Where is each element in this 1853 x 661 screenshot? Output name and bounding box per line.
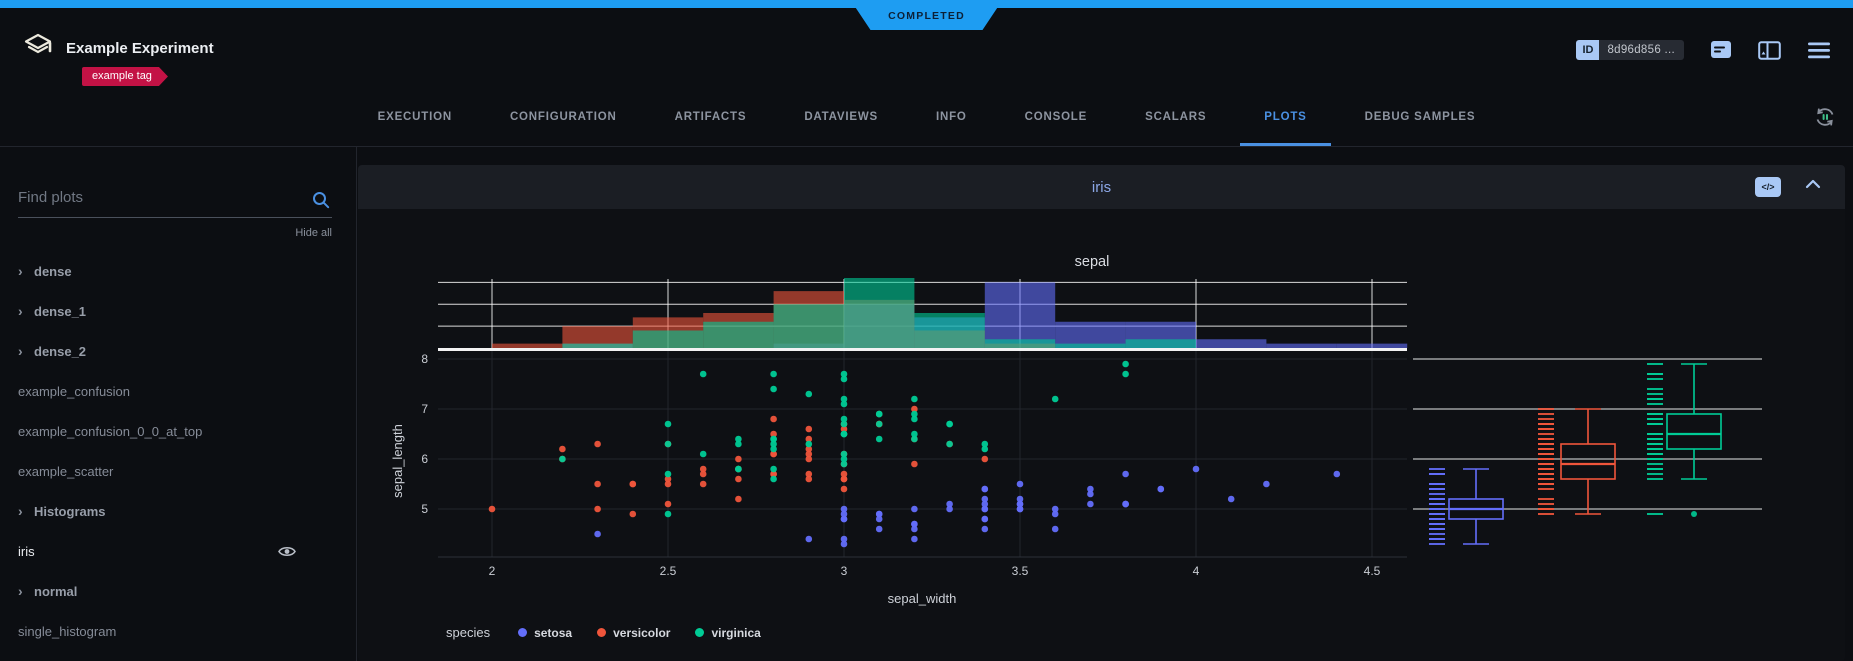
legend-marker-icon — [695, 628, 705, 637]
svg-text:3.5: 3.5 — [1012, 564, 1029, 578]
sidebar-item-label: dense — [34, 263, 72, 279]
sidebar-item-label: normal — [34, 583, 78, 599]
tab-scalars[interactable]: SCALARS — [1145, 111, 1207, 123]
chevron-right-icon[interactable]: › — [18, 263, 23, 279]
svg-text:sepal_width: sepal_width — [888, 591, 957, 606]
eye-icon[interactable] — [278, 545, 296, 558]
sidebar-item-label: iris — [18, 543, 35, 559]
sidebar-item-label: dense_1 — [34, 303, 87, 319]
panel-header: iris </> — [358, 165, 1845, 209]
legend-item-setosa[interactable]: setosa — [518, 626, 572, 640]
chevron-right-icon[interactable]: › — [18, 343, 23, 359]
experiment-tabbar: EXECUTION CONFIGURATION ARTIFACTS DATAVIEWS… — [0, 88, 1853, 147]
svg-text:4: 4 — [1193, 564, 1200, 578]
svg-text:2: 2 — [489, 564, 496, 578]
legend-label: setosa — [534, 625, 573, 640]
search-row — [18, 189, 332, 218]
collapse-panel-icon[interactable] — [1805, 179, 1821, 189]
details-panel-icon[interactable] — [1758, 40, 1781, 60]
sidebar-item-example_confusion_0_0_at_top[interactable]: example_confusion_0_0_at_top — [18, 411, 332, 451]
tab-debug-samples[interactable]: DEBUG SAMPLES — [1364, 111, 1476, 123]
svg-text:8: 8 — [421, 352, 428, 366]
chevron-right-icon[interactable]: › — [18, 303, 23, 319]
search-input[interactable] — [18, 189, 288, 206]
panel-body: sepal 2 2.5 3 3.5 4 4.5 5 6 7 8 sepal_width sepal_le… — [358, 209, 1845, 661]
sidebar-item-label: example_confusion — [18, 383, 131, 399]
chevron-right-icon[interactable]: › — [18, 503, 23, 519]
svg-text:5: 5 — [421, 502, 428, 516]
sidebar-item-label: example_scatter — [18, 463, 114, 479]
tab-dataviews[interactable]: DATAVIEWS — [804, 111, 878, 123]
sidebar-item-dense_2[interactable]: › dense_2 — [18, 331, 332, 371]
iris-figure[interactable]: sepal 2 2.5 3 3.5 4 4.5 5 6 7 8 sepal_width sepal_le… — [358, 209, 1845, 661]
status-badge: COMPLETED — [851, 0, 1003, 30]
experiment-tag[interactable]: example tag — [82, 67, 168, 86]
content: Hide all › dense › dense_1 › dense_2 example_c… — [0, 147, 1853, 661]
legend-item-virginica[interactable]: virginica — [695, 625, 761, 640]
sidebar-item-dense[interactable]: › dense — [18, 251, 332, 291]
experiment-id-chip[interactable]: ID 8d96d856 ... — [1576, 40, 1684, 60]
sidebar-item-iris[interactable]: iris — [18, 531, 332, 571]
comments-icon[interactable] — [1710, 40, 1732, 60]
tab-plots[interactable]: PLOTS — [1240, 88, 1330, 146]
sidebar-item-label: example_confusion_0_0_at_top — [18, 423, 203, 439]
svg-text:6: 6 — [421, 452, 428, 466]
sidebar-item-dense_1[interactable]: › dense_1 — [18, 291, 332, 331]
sidebar-item-example_scatter[interactable]: example_scatter — [18, 451, 332, 491]
svg-text:3: 3 — [841, 564, 848, 578]
legend-marker-icon — [597, 628, 607, 637]
svg-text:sepal: sepal — [1075, 254, 1110, 270]
sidebar-item-normal[interactable]: › normal — [18, 571, 332, 611]
auto-refresh-icon[interactable] — [1813, 105, 1837, 134]
experiment-identity: Example Experiment example tag — [22, 32, 214, 86]
svg-text:7: 7 — [421, 402, 428, 416]
sidebar-item-single_histogram[interactable]: single_histogram — [18, 611, 332, 651]
sidebar-item-histograms[interactable]: › Histograms — [18, 491, 332, 531]
plots-sidebar: Hide all › dense › dense_1 › dense_2 example_c… — [0, 147, 357, 661]
header-actions: ID 8d96d856 ... — [1576, 40, 1831, 60]
embed-code-icon[interactable]: </> — [1755, 177, 1781, 197]
tab-console[interactable]: CONSOLE — [1024, 111, 1088, 123]
svg-text:sepal_length: sepal_length — [390, 424, 405, 498]
sidebar-item-example_confusion[interactable]: example_confusion — [18, 371, 332, 411]
tab-configuration[interactable]: CONFIGURATION — [509, 111, 617, 123]
search-icon[interactable] — [312, 191, 330, 214]
legend-item-versicolor[interactable]: versicolor — [597, 626, 670, 640]
app-header: Example Experiment example tag ID 8d96d8… — [0, 8, 1853, 88]
experiment-title: Example Experiment — [66, 40, 214, 57]
experiment-icon — [24, 33, 52, 54]
iris-plot-panel: iris </> sepal 2 2.5 3 3.5 4 4.5 5 6 7 8 sepal_widt… — [358, 165, 1845, 661]
legend-label: virginica — [711, 625, 761, 640]
menu-icon[interactable] — [1807, 42, 1831, 59]
figure-legend: species setosa versicolor virginica — [446, 625, 761, 640]
chevron-right-icon[interactable]: › — [18, 583, 23, 599]
hide-all-link[interactable]: Hide all — [295, 227, 332, 239]
sidebar-item-label: dense_2 — [34, 343, 87, 359]
tab-info[interactable]: INFO — [935, 111, 967, 123]
id-value: 8d96d856 ... — [1599, 40, 1684, 60]
legend-title: species — [446, 625, 491, 640]
legend-marker-icon — [518, 628, 528, 637]
sidebar-item-label: single_histogram — [18, 623, 117, 639]
panel-title: iris — [1091, 178, 1112, 196]
legend-label: versicolor — [613, 625, 671, 640]
svg-text:4.5: 4.5 — [1364, 564, 1381, 578]
plots-main: iris </> sepal 2 2.5 3 3.5 4 4.5 5 6 7 8 sepal_widt… — [357, 147, 1853, 661]
tab-artifacts[interactable]: ARTIFACTS — [674, 111, 747, 123]
id-label: ID — [1576, 40, 1600, 60]
tab-execution[interactable]: EXECUTION — [377, 111, 452, 123]
svg-text:2.5: 2.5 — [660, 564, 677, 578]
sidebar-item-label: Histograms — [34, 503, 106, 519]
